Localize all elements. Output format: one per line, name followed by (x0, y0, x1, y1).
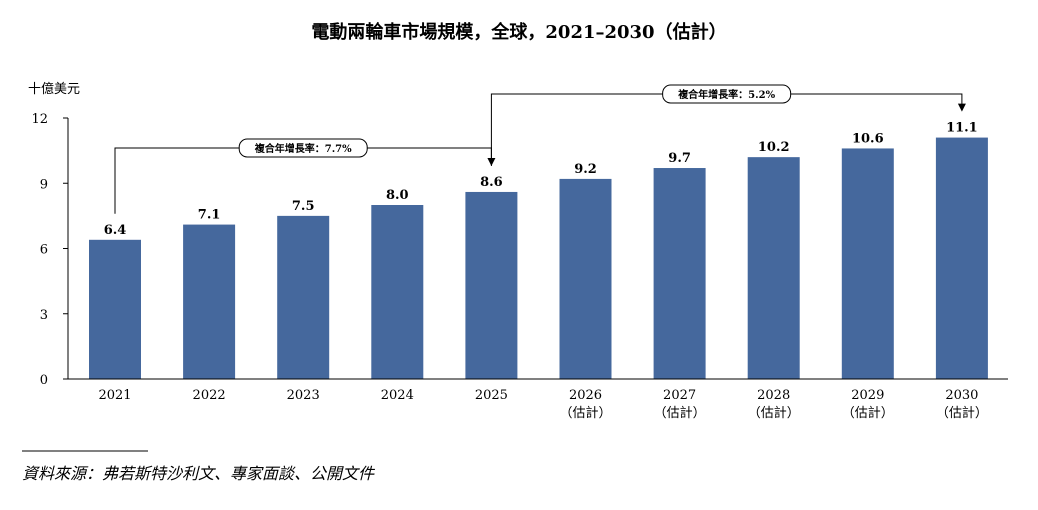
bar (183, 224, 236, 379)
bar (371, 205, 424, 379)
cagr-bracket-right (367, 147, 492, 159)
cagr-annotations: 複合年增長率：7.7% 複合年增長率：5.2% (114, 84, 966, 214)
x-axis: 2021 2022 2023 2024 2025 2026 （估計） 2027 （估計） 2028… (68, 378, 1008, 421)
bar (935, 137, 988, 379)
y-tick-label: 12 (31, 112, 48, 127)
data-label: 6.4 (104, 223, 127, 238)
x-tick-label: 2024 (381, 388, 414, 403)
x-tick-label: 2029 (851, 388, 884, 403)
bar (653, 168, 706, 379)
bar (89, 239, 141, 379)
data-label: 11.1 (946, 121, 978, 136)
x-tick-label: 2030 (945, 388, 978, 403)
cagr-bracket-right (790, 93, 963, 105)
x-tick-label: 2026 (569, 388, 602, 403)
data-label: 10.2 (758, 140, 790, 155)
source-note: 資料來源：弗若斯特沙利文、專家面談、公開文件 (22, 464, 376, 483)
bar (559, 178, 612, 379)
y-tick-label: 9 (40, 177, 48, 192)
data-labels: 6.4 7.1 7.5 8.0 8.6 9.2 9.7 10.2 10.6 11.1 (104, 121, 978, 238)
y-axis: 0 3 6 9 12 (31, 112, 69, 388)
y-tick-label: 6 (40, 243, 48, 258)
data-label: 10.6 (852, 131, 884, 146)
data-label: 8.0 (386, 188, 409, 203)
cagr-bracket-left (114, 147, 240, 214)
x-tick-note: （估計） (748, 405, 800, 421)
bar (841, 148, 894, 379)
x-tick-label: 2022 (193, 388, 226, 403)
chart-title: 電動兩輪車市場規模，全球，2021–2030（估計） (311, 21, 726, 43)
cagr-label: 複合年增長率：5.2% (677, 88, 775, 101)
data-label: 9.7 (668, 151, 691, 166)
bar (747, 157, 800, 379)
x-tick-label: 2028 (757, 388, 790, 403)
bar (465, 191, 518, 379)
cagr-arrowhead (957, 103, 966, 112)
x-tick-note: （估計） (842, 405, 894, 421)
bars (89, 137, 988, 379)
y-tick-label: 0 (40, 373, 48, 388)
data-label: 9.2 (574, 162, 597, 177)
x-tick-label: 2023 (287, 388, 320, 403)
bar (277, 215, 330, 379)
y-unit-label: 十億美元 (28, 81, 80, 97)
x-tick-label: 2027 (663, 388, 696, 403)
cagr-bracket-left (490, 93, 663, 166)
data-label: 7.1 (198, 208, 221, 223)
x-tick-note: （估計） (654, 405, 706, 421)
data-label: 8.6 (480, 175, 503, 190)
data-label: 7.5 (292, 199, 315, 214)
x-tick-note: （估計） (559, 405, 611, 421)
cagr-box (238, 138, 368, 158)
cagr-box (662, 84, 792, 104)
x-tick-note: （估計） (936, 405, 988, 421)
x-tick-label: 2021 (98, 388, 131, 403)
y-tick-label: 3 (40, 308, 48, 323)
x-tick-label: 2025 (475, 388, 508, 403)
cagr-label: 複合年增長率：7.7% (254, 142, 352, 155)
